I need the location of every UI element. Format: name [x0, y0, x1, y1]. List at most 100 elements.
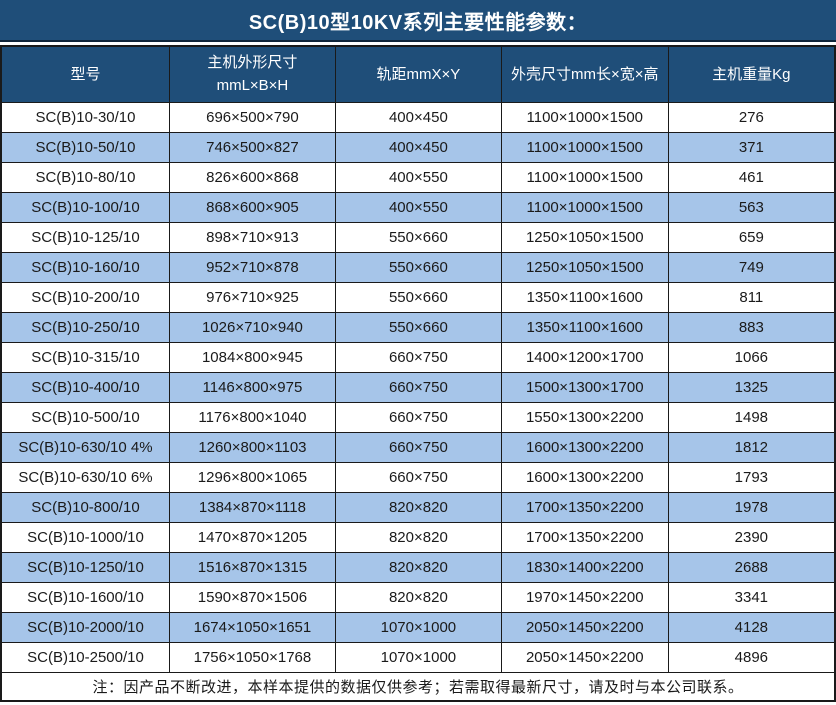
table-cell: 1066 [667, 341, 836, 373]
table-cell: 1176×800×1040 [168, 401, 336, 433]
column-header-1: 型号 [0, 45, 170, 103]
table-row: SC(B)10-200/10 976×710×925 550×660 1350×110… [0, 281, 836, 313]
table-cell: 883 [667, 311, 836, 343]
table-cell: SC(B)10-630/10 6% [0, 461, 170, 493]
table-cell: SC(B)10-1600/10 [0, 581, 170, 613]
table-row: SC(B)10-250/10 1026×710×940 550×660 1350×11… [0, 311, 836, 343]
column-header-3: 轨距mmX×Y [334, 45, 502, 103]
table-cell: SC(B)10-500/10 [0, 401, 170, 433]
table-cell: 1146×800×975 [168, 371, 336, 403]
table-row: SC(B)10-30/10 696×500×790 400×450 1100×1000… [0, 101, 836, 133]
table-row: SC(B)10-125/10 898×710×913 550×660 1250×105… [0, 221, 836, 253]
table-cell: 550×660 [334, 281, 502, 313]
spec-table: 型号 主机外形尺寸 mmL×B×H 轨距mmX×Y 外壳尺寸mm长×宽×高 主机重量Kg … [0, 45, 836, 702]
column-header-label: 外壳尺寸mm长×宽×高 [511, 65, 659, 83]
table-footer: 注：因产品不断改进，本样本提供的数据仅供参考；若需取得最新尺寸，请及时与本公司联… [0, 671, 836, 702]
table-cell: 660×750 [334, 341, 502, 373]
table-cell: 1250×1050×1500 [500, 251, 669, 283]
table-cell: 696×500×790 [168, 101, 336, 133]
column-header-label: 型号 [70, 65, 101, 83]
table-row: SC(B)10-80/10 826×600×868 400×550 1100×1000… [0, 161, 836, 193]
table-row: SC(B)10-1250/10 1516×870×1315 820×820 1830×… [0, 551, 836, 583]
table-cell: 1026×710×940 [168, 311, 336, 343]
table-cell: 2688 [667, 551, 836, 583]
table-cell: 1970×1450×2200 [500, 581, 669, 613]
table-cell: SC(B)10-80/10 [0, 161, 170, 193]
table-cell: 1600×1300×2200 [500, 431, 669, 463]
table-cell: 1550×1300×2200 [500, 401, 669, 433]
table-cell: 1756×1050×1768 [168, 641, 336, 673]
column-header-2: 主机外形尺寸 mmL×B×H [168, 45, 336, 103]
table-cell: 2050×1450×2200 [500, 641, 669, 673]
table-row: SC(B)10-100/10 868×600×905 400×550 1100×100… [0, 191, 836, 223]
table-cell: 400×550 [334, 161, 502, 193]
table-row: SC(B)10-2000/10 1674×1050×1651 1070×1000 20… [0, 611, 836, 643]
table-cell: 1100×1000×1500 [500, 161, 669, 193]
table-cell: 1296×800×1065 [168, 461, 336, 493]
table-row: SC(B)10-400/10 1146×800×975 660×750 1500×13… [0, 371, 836, 403]
table-cell: 746×500×827 [168, 131, 336, 163]
table-row: SC(B)10-315/10 1084×800×945 660×750 1400×12… [0, 341, 836, 373]
table-header: 型号 主机外形尺寸 mmL×B×H 轨距mmX×Y 外壳尺寸mm长×宽×高 主机重量Kg [0, 45, 836, 103]
table-cell: 1070×1000 [334, 611, 502, 643]
column-header-label: 主机外形尺寸 [207, 54, 298, 71]
table-cell: 1700×1350×2200 [500, 521, 669, 553]
table-cell: 3341 [667, 581, 836, 613]
table-cell: 4896 [667, 641, 836, 673]
header-row: 型号 主机外形尺寸 mmL×B×H 轨距mmX×Y 外壳尺寸mm长×宽×高 主机重量Kg [0, 45, 836, 103]
table-row: SC(B)10-160/10 952×710×878 550×660 1250×105… [0, 251, 836, 283]
table-cell: 1250×1050×1500 [500, 221, 669, 253]
table-cell: 952×710×878 [168, 251, 336, 283]
table-cell: 1830×1400×2200 [500, 551, 669, 583]
table-cell: 660×750 [334, 401, 502, 433]
table-cell: SC(B)10-50/10 [0, 131, 170, 163]
table-note: 注：因产品不断改进，本样本提供的数据仅供参考；若需取得最新尺寸，请及时与本公司联… [0, 671, 836, 702]
table-cell: 1812 [667, 431, 836, 463]
table-cell: 550×660 [334, 311, 502, 343]
table-cell: SC(B)10-400/10 [0, 371, 170, 403]
table-cell: SC(B)10-30/10 [0, 101, 170, 133]
table-cell: SC(B)10-125/10 [0, 221, 170, 253]
table-cell: 820×820 [334, 521, 502, 553]
table-cell: 1350×1100×1600 [500, 311, 669, 343]
table-cell: 1516×870×1315 [168, 551, 336, 583]
table-row: SC(B)10-1000/10 1470×870×1205 820×820 1700×… [0, 521, 836, 553]
table-cell: 1070×1000 [334, 641, 502, 673]
table-cell: 1470×870×1205 [168, 521, 336, 553]
table-cell: 826×600×868 [168, 161, 336, 193]
table-row: SC(B)10-1600/10 1590×870×1506 820×820 1970×… [0, 581, 836, 613]
table-row: SC(B)10-630/10 4% 1260×800×1103 660×750 160… [0, 431, 836, 463]
table-row: SC(B)10-800/10 1384×870×1118 820×820 1700×1… [0, 491, 836, 523]
table-cell: 2390 [667, 521, 836, 553]
table-cell: 1100×1000×1500 [500, 101, 669, 133]
table-cell: 400×450 [334, 131, 502, 163]
table-cell: 1260×800×1103 [168, 431, 336, 463]
page-title: SC(B)10型10KV系列主要性能参数： [0, 0, 836, 42]
table-cell: 1400×1200×1700 [500, 341, 669, 373]
table-cell: 1325 [667, 371, 836, 403]
table-cell: SC(B)10-250/10 [0, 311, 170, 343]
table-cell: 1100×1000×1500 [500, 131, 669, 163]
table-cell: 400×450 [334, 101, 502, 133]
table-cell: SC(B)10-160/10 [0, 251, 170, 283]
table-cell: 276 [667, 101, 836, 133]
table-cell: 811 [667, 281, 836, 313]
table-cell: 1600×1300×2200 [500, 461, 669, 493]
table-cell: 371 [667, 131, 836, 163]
table-cell: 1100×1000×1500 [500, 191, 669, 223]
table-cell: 1384×870×1118 [168, 491, 336, 523]
table-row: SC(B)10-500/10 1176×800×1040 660×750 1550×1… [0, 401, 836, 433]
table-cell: 820×820 [334, 581, 502, 613]
table-cell: SC(B)10-200/10 [0, 281, 170, 313]
table-cell: 660×750 [334, 431, 502, 463]
table-cell: 1674×1050×1651 [168, 611, 336, 643]
table-cell: SC(B)10-1000/10 [0, 521, 170, 553]
table-cell: SC(B)10-1250/10 [0, 551, 170, 583]
table-cell: 1978 [667, 491, 836, 523]
table-cell: 2050×1450×2200 [500, 611, 669, 643]
table-cell: 563 [667, 191, 836, 223]
note-row: 注：因产品不断改进，本样本提供的数据仅供参考；若需取得最新尺寸，请及时与本公司联… [0, 671, 836, 702]
table-cell: 898×710×913 [168, 221, 336, 253]
column-header-5: 主机重量Kg [667, 45, 836, 103]
table-row: SC(B)10-630/10 6% 1296×800×1065 660×750 160… [0, 461, 836, 493]
